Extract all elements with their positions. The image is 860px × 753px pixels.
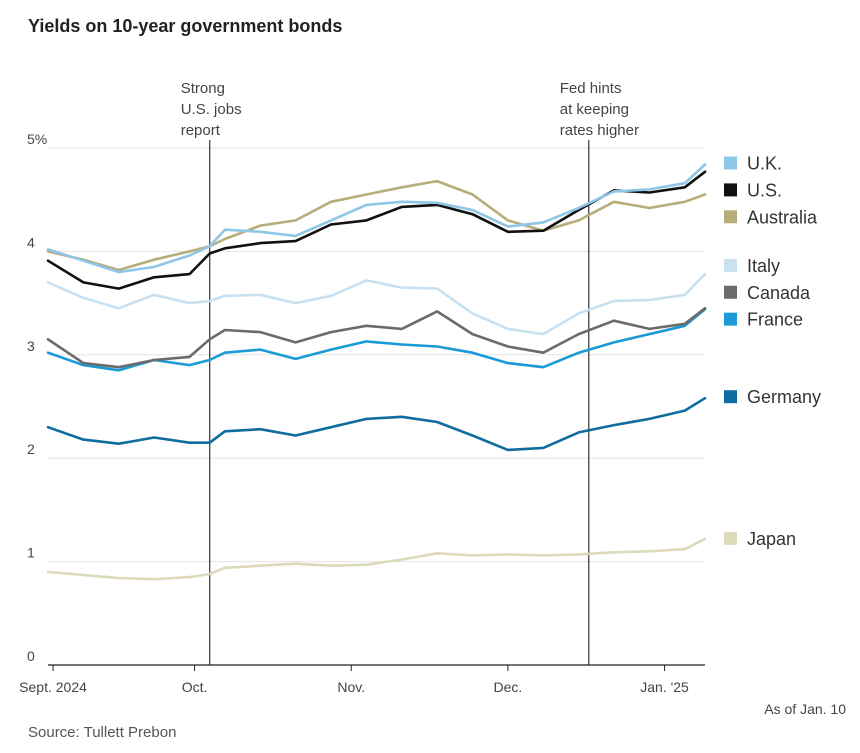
series-line-italy	[46, 272, 707, 336]
x-tick-label: Nov.	[337, 679, 365, 695]
legend-layer: U.K. U.S. Australia Italy Canada France German…	[724, 154, 821, 549]
legend-swatch-uk	[724, 156, 737, 170]
series-line-france	[46, 308, 707, 372]
y-tick-label: 3	[27, 338, 35, 354]
x-tick-label: Dec.	[494, 679, 523, 695]
annotation-label: Fed hints	[560, 80, 622, 97]
legend-swatch-italy	[724, 258, 737, 272]
legend-swatch-japan	[724, 531, 737, 545]
legend-label-australia: Australia	[747, 207, 818, 227]
axis-layer: 0 1 2 3 4 5% Sept. 2024 Oct. Nov. Dec. Jan. '25	[19, 131, 705, 695]
legend-swatch-australia	[724, 210, 737, 224]
grid-layer	[48, 147, 705, 563]
legend-label-us: U.S.	[747, 180, 782, 200]
source-note: Source: Tullett Prebon	[28, 724, 177, 741]
legend-label-germany: Germany	[747, 387, 821, 407]
series-line-canada	[46, 307, 707, 369]
y-tick-label: 5%	[27, 131, 47, 147]
annotation-label: report	[181, 122, 221, 139]
annotation-label: Strong	[181, 80, 225, 97]
as-of-note: As of Jan. 10	[764, 701, 846, 717]
series-layer	[46, 163, 707, 581]
y-tick-label: 1	[27, 545, 35, 561]
annotation-label: rates higher	[560, 122, 639, 139]
series-line-germany	[46, 396, 707, 452]
legend-label-canada: Canada	[747, 283, 811, 303]
annotation-layer: Strong U.S. jobs report Fed hints at keeping…	[181, 80, 639, 665]
series-line-us	[46, 170, 707, 290]
legend-label-japan: Japan	[747, 529, 796, 549]
x-tick-label: Jan. '25	[640, 679, 689, 695]
legend-swatch-us	[724, 183, 737, 197]
legend-label-france: France	[747, 310, 803, 330]
y-tick-label: 0	[27, 648, 35, 664]
series-line-uk	[46, 163, 707, 274]
series-line-japan	[46, 537, 707, 581]
x-tick-label: Sept. 2024	[19, 679, 87, 695]
x-tick-label: Oct.	[182, 679, 208, 695]
legend-swatch-germany	[724, 390, 737, 404]
legend-label-uk: U.K.	[747, 154, 782, 174]
chart-title: Yields on 10-year government bonds	[28, 16, 343, 36]
legend-swatch-france	[724, 312, 737, 326]
y-tick-label: 2	[27, 441, 35, 457]
legend-swatch-canada	[724, 285, 737, 299]
y-tick-label: 4	[27, 234, 35, 250]
annotation-label: at keeping	[560, 101, 629, 118]
annotation-label: U.S. jobs	[181, 101, 242, 118]
legend-label-italy: Italy	[747, 256, 780, 276]
series-line-australia	[46, 179, 707, 272]
